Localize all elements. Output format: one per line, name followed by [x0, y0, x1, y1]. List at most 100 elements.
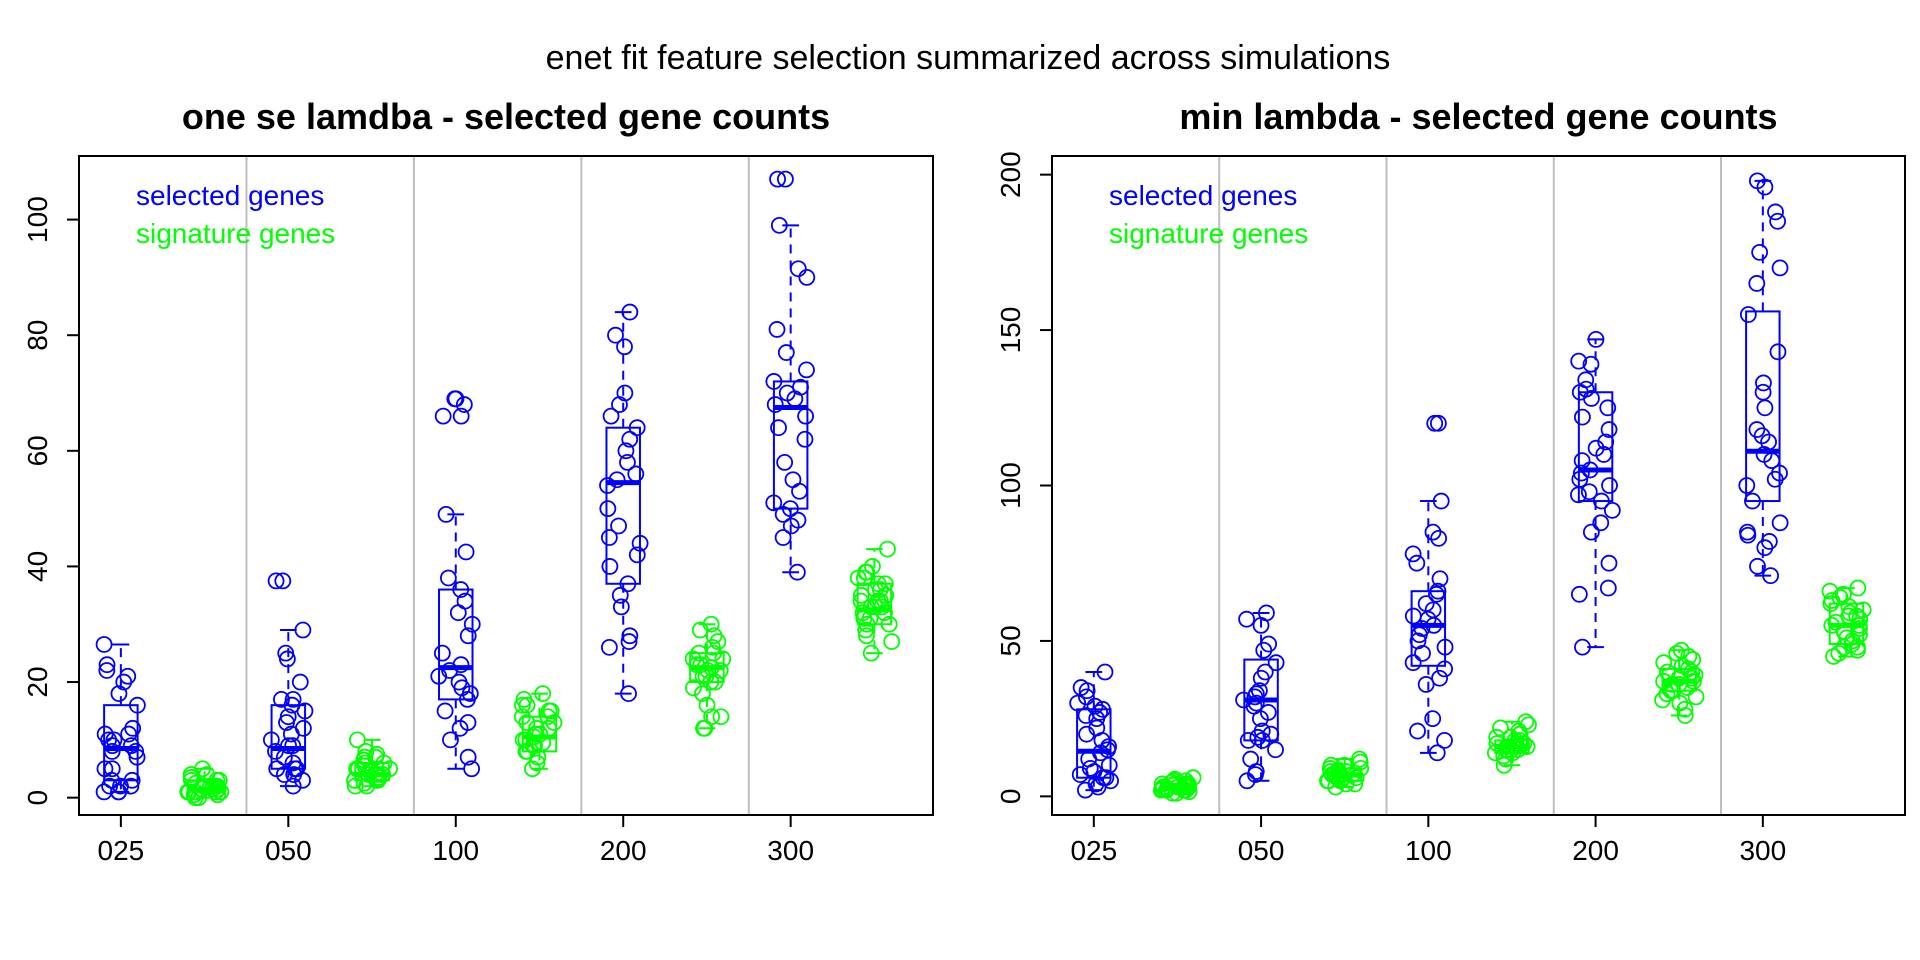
data-point	[712, 708, 730, 726]
data-point	[1672, 641, 1690, 659]
data-point	[101, 777, 118, 795]
data-point	[355, 751, 373, 769]
data-point	[517, 731, 535, 749]
data-point	[278, 714, 295, 731]
data-point	[607, 326, 624, 344]
legend: selected genes signature genes	[136, 180, 335, 249]
data-point	[1577, 371, 1595, 389]
data-point	[1570, 585, 1588, 603]
data-point	[788, 563, 806, 581]
data-point	[534, 685, 552, 703]
data-point	[616, 384, 634, 402]
data-point	[436, 702, 454, 720]
legend-entry: signature genes	[1109, 218, 1308, 249]
data-point	[1404, 607, 1422, 625]
data-point	[852, 592, 870, 610]
data-point	[1267, 654, 1285, 672]
data-point	[776, 453, 794, 471]
data-point	[698, 696, 716, 714]
data-point	[98, 662, 116, 679]
data-point	[528, 719, 545, 737]
data-point	[1821, 582, 1839, 600]
data-point	[702, 659, 720, 676]
data-point	[1572, 464, 1590, 482]
series-selected-genes	[1069, 172, 1789, 799]
data-point	[1428, 744, 1446, 762]
data-point	[1512, 736, 1529, 754]
data-point	[602, 407, 620, 425]
data-point	[446, 390, 464, 408]
data-point	[702, 615, 720, 633]
data-point	[128, 696, 146, 714]
data-point	[694, 685, 711, 703]
data-point	[277, 644, 295, 662]
data-point	[1495, 756, 1513, 774]
data-point	[1587, 439, 1605, 457]
data-point	[621, 303, 639, 321]
data-point	[103, 760, 121, 778]
data-point	[599, 477, 616, 494]
data-point	[862, 644, 880, 662]
y-tick-label: 20	[22, 666, 53, 697]
data-point	[456, 592, 474, 610]
y-tick-label: 0	[995, 789, 1026, 805]
data-point	[784, 471, 802, 489]
data-point	[1520, 716, 1537, 734]
box-200	[605, 426, 641, 585]
panel-one-se-lambda: one se lamdba - selected gene counts 0 20 4…	[22, 96, 934, 866]
data-point	[528, 754, 546, 772]
data-point	[96, 760, 114, 778]
data-point	[621, 430, 639, 448]
data-point	[770, 419, 787, 437]
data-point	[873, 598, 891, 616]
data-point	[768, 321, 786, 338]
data-point	[1262, 725, 1280, 743]
data-point	[1429, 582, 1447, 600]
data-point	[439, 569, 457, 587]
data-point	[1571, 470, 1589, 488]
data-point	[267, 572, 285, 590]
plot-frame	[1051, 155, 1906, 816]
data-point	[774, 529, 792, 546]
y-tick-label: 100	[995, 462, 1026, 509]
data-point	[95, 636, 113, 653]
data-point	[1238, 610, 1256, 628]
data-point	[1432, 492, 1450, 510]
data-point	[852, 586, 870, 604]
data-point	[1744, 492, 1761, 510]
data-point	[1769, 212, 1787, 230]
data-point	[858, 563, 876, 581]
data-point	[1574, 408, 1591, 426]
data-point	[1180, 778, 1197, 796]
data-point	[627, 465, 645, 483]
data-point	[1587, 331, 1605, 348]
data-point	[209, 786, 227, 804]
series-signature-genes	[179, 540, 901, 807]
data-point	[1683, 669, 1701, 687]
data-point	[453, 679, 471, 697]
data-point	[1488, 728, 1506, 746]
data-point	[1592, 492, 1610, 510]
data-point	[122, 737, 140, 755]
data-point	[110, 783, 127, 801]
data-point	[1242, 750, 1260, 768]
data-point	[1849, 579, 1867, 597]
data-point	[459, 748, 477, 766]
data-point	[275, 748, 293, 766]
data-point	[1436, 660, 1454, 678]
data-point	[542, 702, 560, 720]
data-point	[1836, 623, 1854, 640]
data-point	[1431, 570, 1449, 588]
data-point	[124, 719, 142, 737]
data-point	[1492, 719, 1509, 737]
data-point	[631, 534, 649, 552]
data-point	[437, 506, 455, 523]
data-point	[348, 731, 366, 749]
data-point	[1409, 722, 1426, 740]
data-point	[96, 725, 114, 743]
data-point	[194, 760, 211, 778]
series-signature-genes	[1152, 579, 1872, 802]
data-point	[127, 743, 145, 760]
data-point	[781, 500, 799, 518]
data-point	[262, 731, 280, 749]
